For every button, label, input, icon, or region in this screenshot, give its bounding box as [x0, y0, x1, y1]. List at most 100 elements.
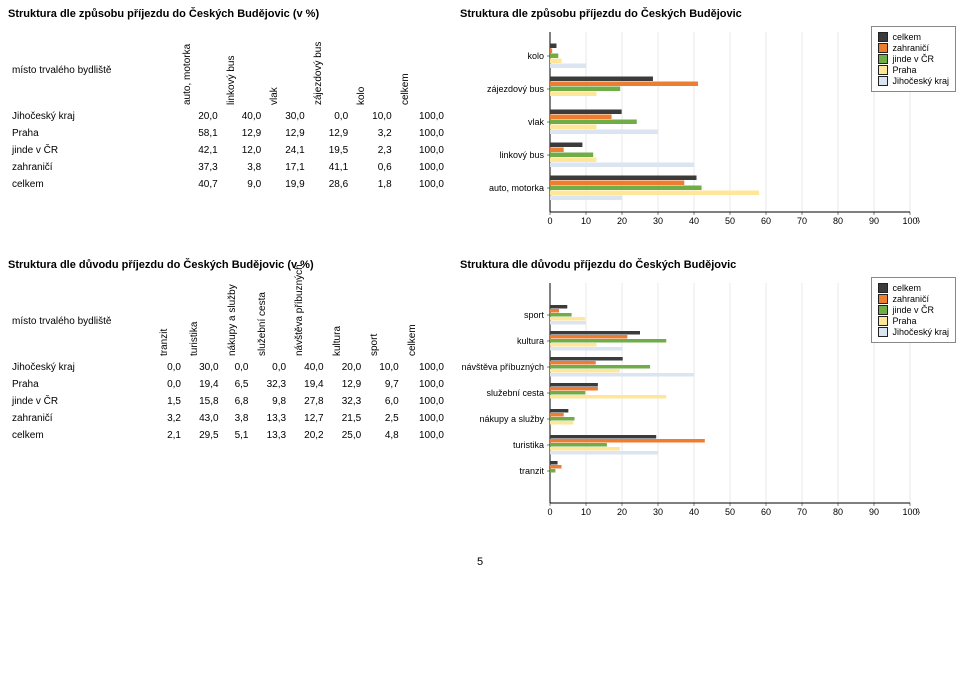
table-row: zahraničí37,33,817,141,10,6100,0	[8, 159, 448, 176]
row-label: Jihočeský kraj	[8, 359, 155, 376]
cell: 0,0	[155, 359, 185, 376]
bar	[550, 49, 552, 54]
cell: 20,0	[178, 108, 221, 125]
svg-text:80: 80	[833, 216, 843, 226]
col-header: auto, motorka	[178, 32, 221, 108]
bar	[550, 447, 620, 451]
bar	[550, 335, 627, 339]
table-row: zahraničí3,243,03,813,312,721,52,5100,0	[8, 410, 448, 427]
cell: 0,0	[309, 108, 352, 125]
bar	[550, 92, 596, 97]
category-label: auto, motorka	[489, 183, 544, 193]
col-header: turistika	[185, 283, 223, 359]
row-label: jinde v ČR	[8, 142, 178, 159]
legend-item: jinde v ČR	[878, 54, 949, 64]
svg-text:50: 50	[725, 216, 735, 226]
cell: 6,0	[365, 393, 403, 410]
bar	[550, 461, 558, 465]
bar	[550, 339, 666, 343]
chart1-title: Struktura dle způsobu příjezdu do Českýc…	[460, 8, 960, 20]
legend-item: Praha	[878, 65, 949, 75]
bar	[550, 158, 596, 163]
bar	[550, 465, 562, 469]
cell: 3,2	[155, 410, 185, 427]
col-header: celkem	[396, 32, 448, 108]
cell: 28,6	[309, 176, 352, 193]
legend-swatch	[878, 283, 888, 293]
legend-label: celkem	[892, 283, 921, 293]
legend-label: zahraničí	[892, 43, 929, 53]
svg-text:60: 60	[761, 216, 771, 226]
cell: 21,5	[328, 410, 366, 427]
bar	[550, 451, 658, 455]
cell: 20,0	[328, 359, 366, 376]
cell: 19,5	[309, 142, 352, 159]
row-label: Praha	[8, 376, 155, 393]
bar	[550, 59, 562, 64]
legend-label: jinde v ČR	[892, 305, 934, 315]
legend-item: celkem	[878, 283, 949, 293]
cell: 3,8	[222, 159, 265, 176]
bar	[550, 395, 666, 399]
bar	[550, 110, 622, 115]
svg-text:50: 50	[725, 507, 735, 517]
svg-text:0: 0	[547, 216, 552, 226]
category-label: zájezdový bus	[487, 84, 545, 94]
bar	[550, 64, 586, 69]
chart2-section: Struktura dle důvodu příjezdu do Českých…	[460, 259, 960, 526]
cell: 17,1	[265, 159, 308, 176]
cell: 0,6	[352, 159, 395, 176]
bar	[550, 391, 585, 395]
legend-swatch	[878, 327, 888, 337]
svg-text:20: 20	[617, 216, 627, 226]
cell: 58,1	[178, 125, 221, 142]
bar	[550, 369, 620, 373]
cell: 37,3	[178, 159, 221, 176]
svg-text:40: 40	[689, 216, 699, 226]
legend-swatch	[878, 43, 888, 53]
bar	[550, 196, 622, 201]
svg-text:60: 60	[761, 507, 771, 517]
cell: 32,3	[253, 376, 291, 393]
cell: 2,3	[352, 142, 395, 159]
cell: 100,0	[403, 359, 448, 376]
cell: 29,5	[185, 427, 223, 444]
bar	[550, 181, 684, 186]
cell: 30,0	[265, 108, 308, 125]
cell: 9,7	[365, 376, 403, 393]
bar	[550, 153, 593, 158]
cell: 13,3	[253, 410, 291, 427]
bar	[550, 143, 582, 148]
legend-item: Praha	[878, 316, 949, 326]
row-label: Jihočeský kraj	[8, 108, 178, 125]
bar	[550, 347, 622, 351]
legend-swatch	[878, 76, 888, 86]
cell: 9,8	[253, 393, 291, 410]
bar	[550, 469, 555, 473]
legend-swatch	[878, 294, 888, 304]
row-label: celkem	[8, 176, 178, 193]
svg-text:40: 40	[689, 507, 699, 517]
category-label: linkový bus	[499, 150, 544, 160]
bar	[550, 331, 640, 335]
table1: místo trvalého bydlištěauto, motorkalink…	[8, 32, 448, 193]
cell: 12,9	[328, 376, 366, 393]
chart-plot: 0102030405060708090100%sportkulturanávšt…	[460, 283, 920, 523]
chart2-title: Struktura dle důvodu příjezdu do Českých…	[460, 259, 960, 271]
svg-text:90: 90	[869, 507, 879, 517]
cell: 0,0	[155, 376, 185, 393]
table2: místo trvalého bydlištětranzitturistikan…	[8, 283, 448, 444]
bar	[550, 125, 596, 130]
bar	[550, 176, 697, 181]
col-header: vlak	[265, 32, 308, 108]
col-header: služební cesta	[253, 283, 291, 359]
col-header: linkový bus	[222, 32, 265, 108]
svg-text:10: 10	[581, 507, 591, 517]
legend-item: Jihočeský kraj	[878, 76, 949, 86]
cell: 25,0	[328, 427, 366, 444]
table-row: jinde v ČR42,112,024,119,52,3100,0	[8, 142, 448, 159]
col-header: sport	[365, 283, 403, 359]
cell: 19,9	[265, 176, 308, 193]
table-row: Jihočeský kraj0,030,00,00,040,020,010,01…	[8, 359, 448, 376]
chart2-legend: celkemzahraničíjinde v ČRPrahaJihočeský …	[871, 277, 956, 343]
